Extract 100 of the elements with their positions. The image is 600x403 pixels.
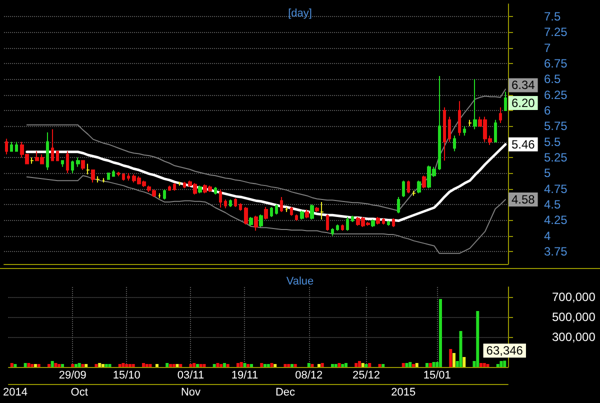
y-tick-label: 700,000	[552, 290, 596, 304]
bar	[402, 363, 405, 367]
candlestick	[402, 180, 405, 198]
candlestick	[66, 150, 69, 174]
bar	[287, 364, 290, 367]
y-tick-label: 6.75	[544, 56, 568, 71]
bar	[382, 364, 385, 367]
candlestick	[61, 160, 64, 168]
bar	[148, 364, 152, 367]
bar	[71, 364, 74, 367]
bar	[344, 363, 348, 367]
candlestick	[168, 185, 171, 192]
candlestick	[504, 91, 507, 112]
bar	[189, 364, 192, 367]
bar	[212, 364, 216, 367]
bar	[192, 363, 196, 367]
bar	[338, 363, 341, 367]
bar	[166, 363, 169, 367]
candlestick	[71, 160, 74, 174]
candlestick	[10, 141, 13, 152]
candlestick	[320, 201, 324, 220]
y-tick-label: 4.5	[544, 197, 562, 212]
candlestick	[91, 170, 95, 184]
candlestick	[351, 215, 354, 223]
bar	[476, 311, 480, 367]
candlestick	[270, 206, 273, 218]
bar	[78, 363, 81, 367]
bar	[128, 364, 132, 367]
bar	[125, 364, 128, 367]
bar	[30, 364, 34, 367]
candlestick	[259, 214, 263, 228]
bar	[84, 364, 88, 367]
bar	[428, 363, 432, 367]
bar	[37, 364, 40, 367]
bar	[294, 364, 297, 367]
bar	[405, 363, 408, 367]
candlestick	[249, 216, 253, 226]
candlestick	[81, 160, 85, 171]
candlestick	[5, 138, 8, 155]
bar	[226, 364, 230, 367]
candlestick	[336, 224, 339, 232]
bar	[216, 363, 220, 367]
bar	[101, 364, 104, 367]
bar	[426, 363, 428, 367]
candlestick	[51, 128, 54, 162]
candlestick	[224, 198, 227, 209]
candlestick	[295, 214, 298, 222]
candlestick	[499, 106, 502, 124]
bar	[263, 364, 266, 367]
bar	[240, 362, 243, 367]
chart-title: [day]	[288, 8, 312, 20]
candlestick	[346, 216, 349, 232]
data-label: 4.58	[511, 192, 536, 206]
x2-tick-label: 2014	[2, 386, 28, 398]
data-label: 63,346	[486, 344, 524, 358]
x2-tick-label: 2015	[391, 386, 416, 398]
x-tick-label: 03/11	[177, 370, 204, 382]
candlestick	[453, 135, 456, 152]
bar	[452, 353, 456, 367]
bar	[145, 364, 148, 367]
y-tick-label: 4	[544, 228, 551, 243]
candlestick	[280, 196, 283, 212]
line-series	[26, 88, 506, 212]
bar	[364, 364, 368, 367]
bar	[341, 364, 344, 367]
bar	[408, 362, 412, 367]
candlestick	[30, 156, 34, 164]
bar	[168, 364, 172, 367]
candlestick	[285, 206, 288, 212]
candlestick	[422, 175, 426, 189]
bar	[412, 364, 415, 367]
bar	[250, 364, 253, 367]
bar	[60, 364, 64, 367]
candlestick	[300, 210, 304, 220]
y-tick-label: 4.75	[544, 182, 568, 196]
candlestick	[463, 126, 466, 136]
y-tick-label: 6.5	[544, 72, 562, 86]
bar	[290, 364, 294, 367]
candlestick	[219, 188, 222, 208]
candlestick	[254, 215, 258, 232]
line-series	[26, 175, 506, 254]
x-tick-label: 08/12	[295, 370, 323, 382]
candlestick	[107, 172, 110, 180]
bar	[432, 362, 436, 367]
bar	[108, 364, 112, 367]
bar	[142, 363, 145, 367]
candlestick	[305, 208, 309, 219]
candlestick	[412, 190, 416, 196]
bar	[199, 364, 202, 367]
bar	[179, 364, 182, 367]
y-tick-label: 5.75	[544, 119, 568, 134]
data-label: 5.46	[511, 137, 536, 152]
x-tick-label: 15/01	[423, 370, 451, 382]
bar	[24, 363, 27, 367]
candlestick	[473, 78, 477, 130]
bar	[270, 363, 274, 367]
data-label: 6.34	[511, 78, 536, 92]
candlestick	[387, 220, 390, 226]
y-tick-label: 300,000	[552, 330, 596, 344]
y-tick-label: 3.75	[544, 244, 568, 258]
